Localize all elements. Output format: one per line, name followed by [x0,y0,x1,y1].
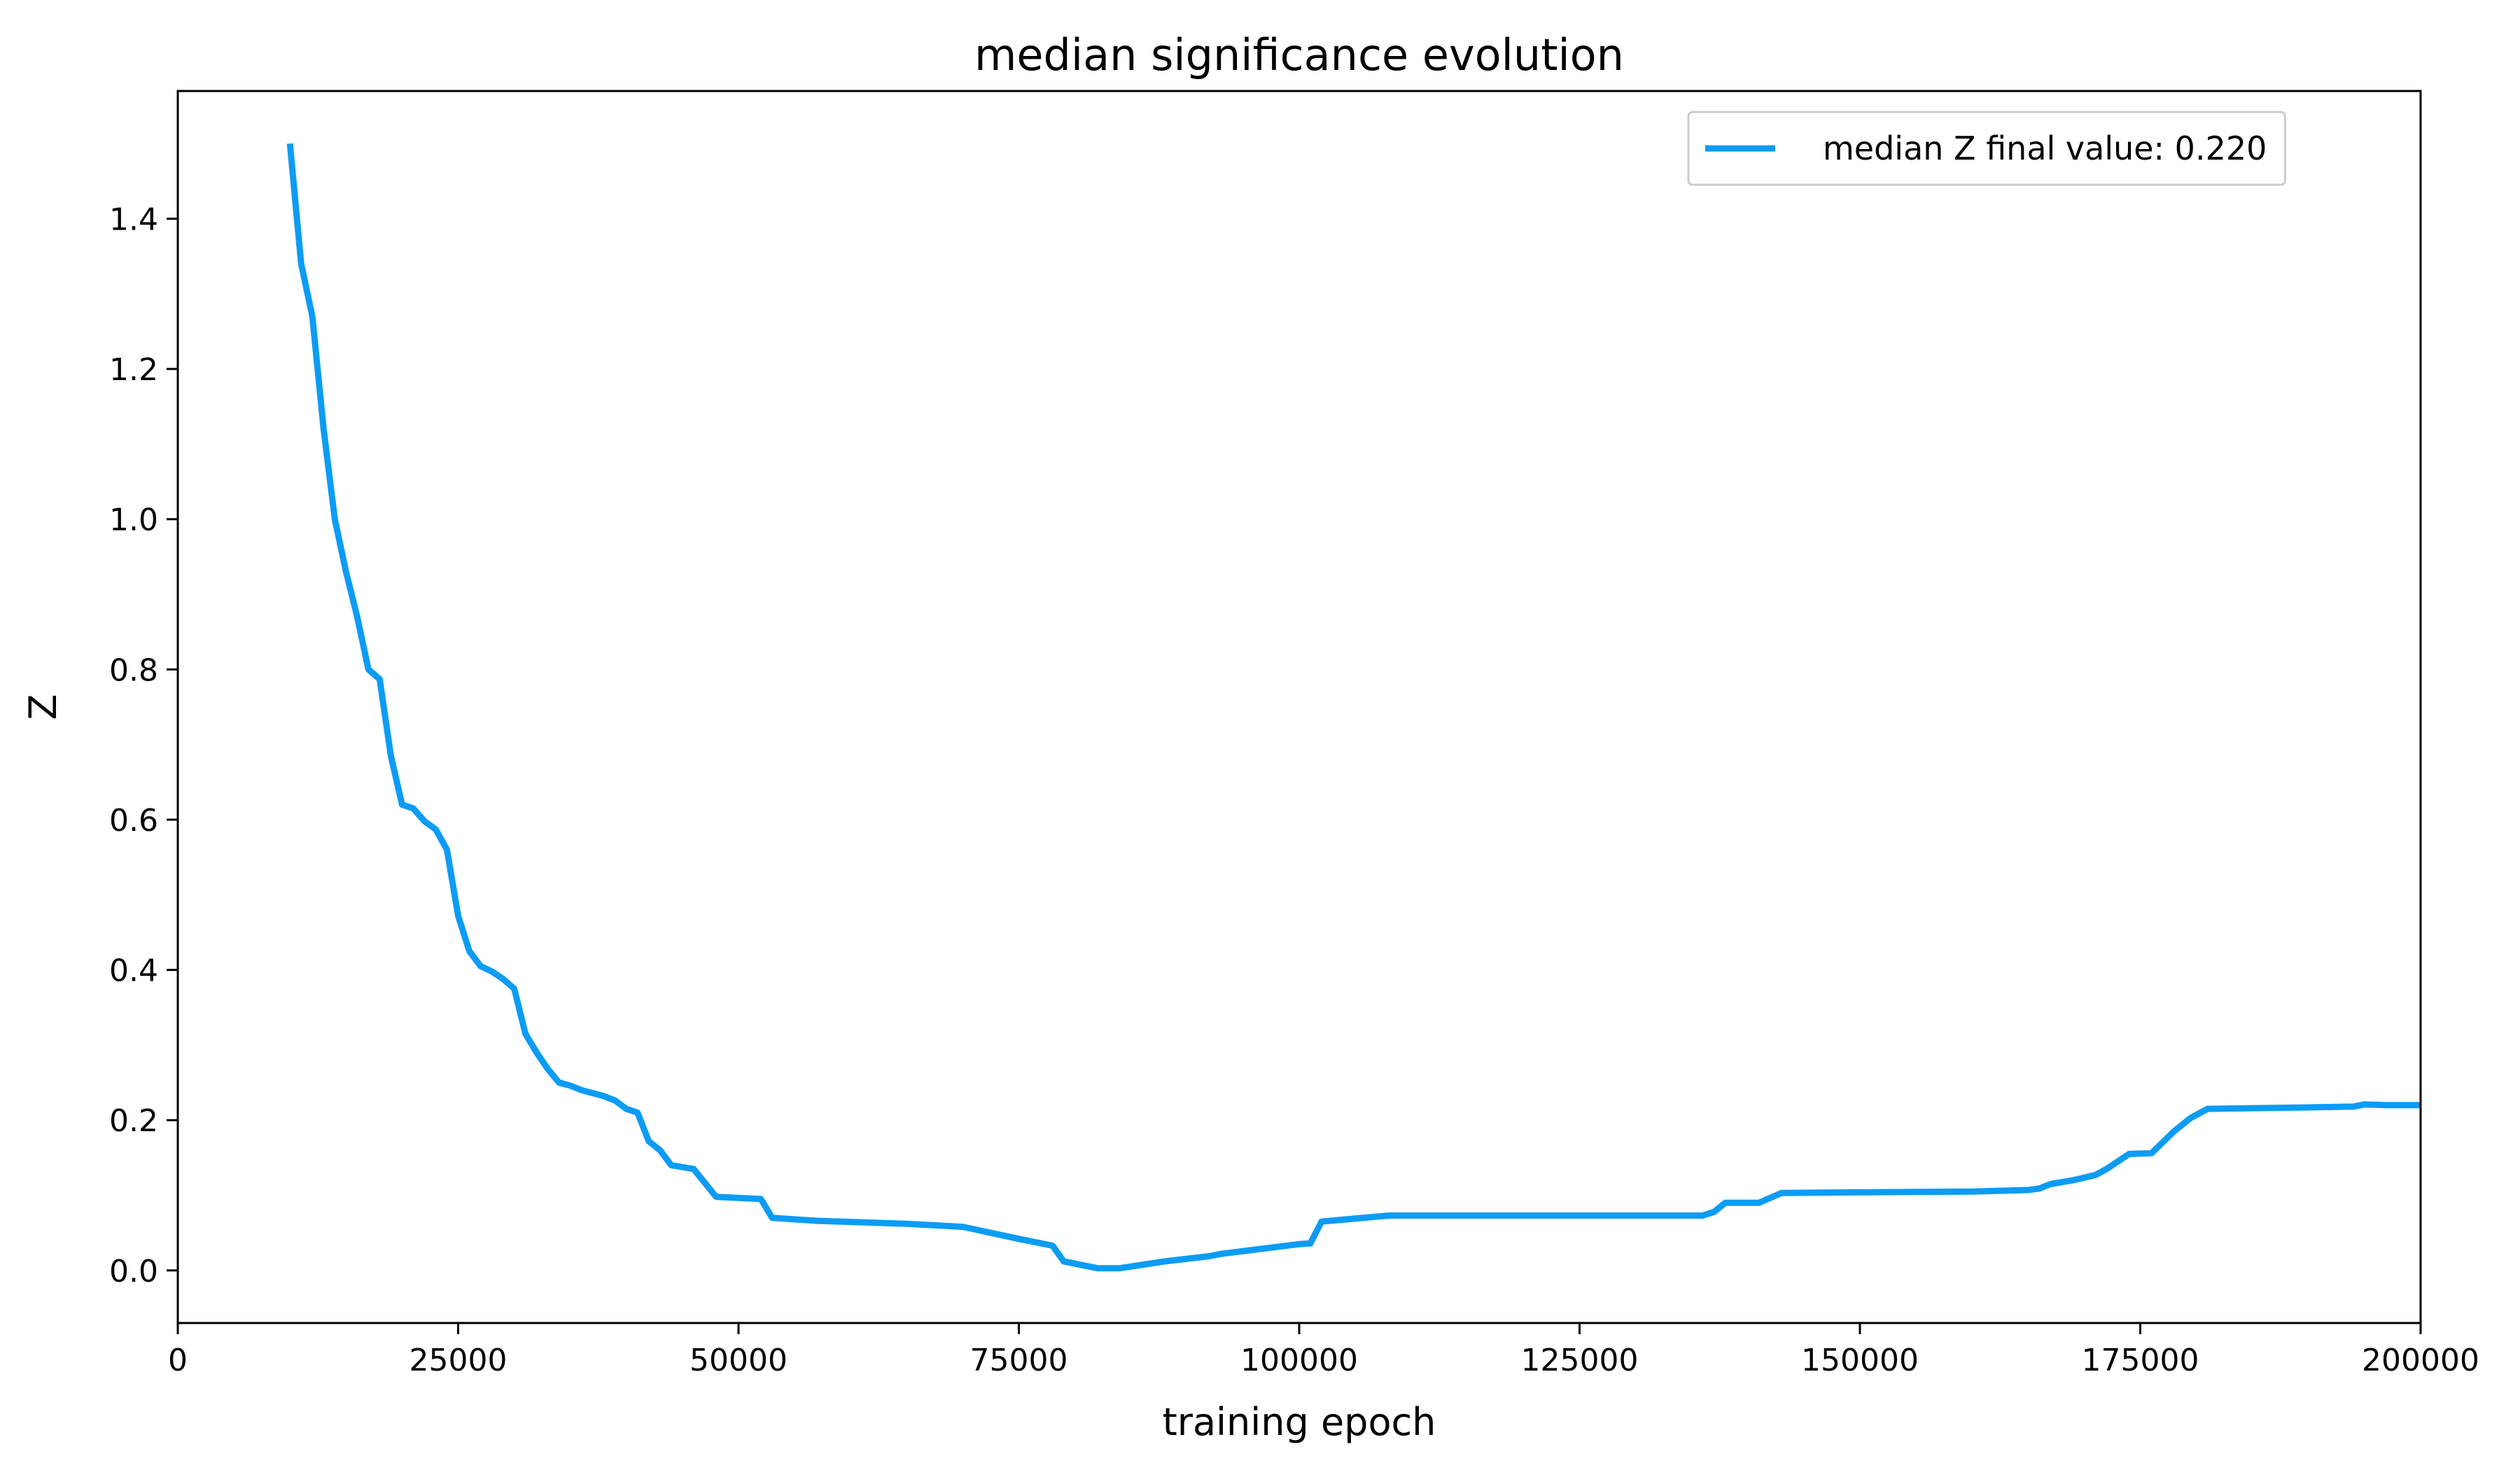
x-tick-label: 100000 [1240,1343,1358,1378]
x-tick-label: 200000 [2362,1343,2479,1378]
y-tick-label: 0.2 [109,1103,158,1139]
x-axis-title: training epoch [1163,1400,1436,1444]
x-tick-label: 25000 [410,1343,507,1378]
y-tick-label: 1.2 [109,352,158,388]
legend-box [1687,111,2286,186]
y-tick-label: 1.4 [109,202,158,237]
legend-label: median Z final value: 0.220 [1823,130,2267,167]
y-tick-label: 0.8 [109,652,158,688]
y-tick-label: 0.4 [109,953,158,989]
x-tick-label: 0 [168,1343,188,1378]
chart-title: median significance evolution [974,29,1624,80]
y-tick-label: 1.0 [109,503,158,538]
series-layer [286,143,2421,1272]
y-axis-title: Z [21,694,65,720]
x-tick-label: 175000 [2082,1343,2199,1378]
x-tick-label: 50000 [690,1343,788,1378]
x-tick-label: 75000 [970,1343,1068,1378]
y-axis: 0.0 0.2 0.4 0.6 0.8 1.0 1.2 1.4 [109,202,178,1289]
legend: median Z final value: 0.220 [1687,111,2286,186]
y-tick-label: 0.0 [109,1254,158,1289]
x-tick-label: 150000 [1801,1343,1919,1378]
series-line [286,143,2421,1272]
y-tick-label: 0.6 [109,803,158,839]
x-axis: 0 25000 50000 75000 100000 125000 150000 175000… [168,1323,2479,1378]
x-tick-label: 125000 [1521,1343,1639,1378]
